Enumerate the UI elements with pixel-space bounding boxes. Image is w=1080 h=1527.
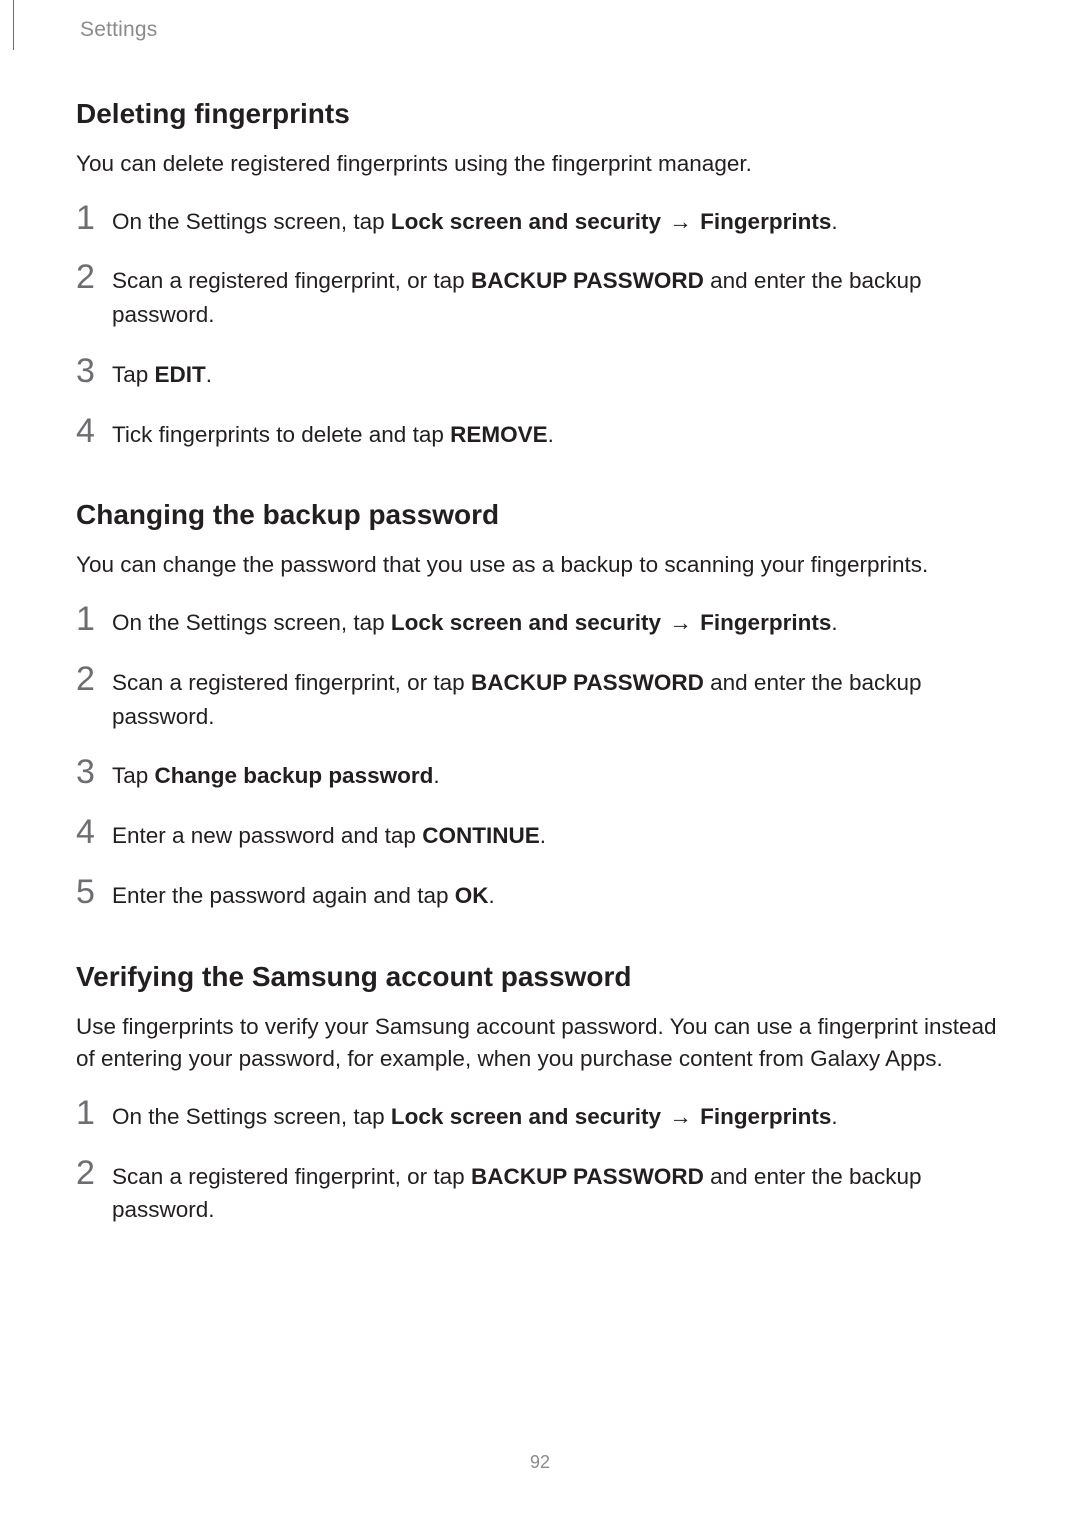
step-number: 2 [76, 260, 112, 294]
step-number: 3 [76, 354, 112, 388]
text: . [831, 209, 837, 234]
bold-text: BACKUP PASSWORD [471, 268, 704, 293]
step: 5Enter the password again and tap OK. [76, 875, 1004, 913]
step: 3Tap EDIT. [76, 354, 1004, 392]
text: . [936, 1046, 942, 1071]
text: . [831, 1104, 837, 1129]
step-number: 2 [76, 662, 112, 696]
text: . [831, 610, 837, 635]
text: Enter a new password and tap [112, 823, 422, 848]
header-tab-rule [0, 0, 14, 50]
bold-text: Lock screen and security [391, 1104, 661, 1129]
bold-text: Lock screen and security [391, 209, 661, 234]
step-number: 1 [76, 1096, 112, 1130]
text: . [206, 362, 212, 387]
step-number: 3 [76, 755, 112, 789]
steps-list: 1On the Settings screen, tap Lock screen… [76, 201, 1004, 452]
section-heading: Deleting fingerprints [76, 98, 1004, 130]
section-heading: Changing the backup password [76, 499, 1004, 531]
steps-list: 1On the Settings screen, tap Lock screen… [76, 1096, 1004, 1227]
step-text: Tap Change backup password. [112, 755, 440, 793]
page-number: 92 [0, 1452, 1080, 1473]
step: 2Scan a registered fingerprint, or tap B… [76, 1156, 1004, 1228]
arrow-icon: → [667, 606, 694, 640]
bold-text: EDIT [155, 362, 206, 387]
text: . [488, 883, 494, 908]
step: 4Tick fingerprints to delete and tap REM… [76, 414, 1004, 452]
step: 2Scan a registered fingerprint, or tap B… [76, 662, 1004, 734]
text: . [433, 763, 439, 788]
text: Scan a registered fingerprint, or tap [112, 268, 471, 293]
step-text: On the Settings screen, tap Lock screen … [112, 201, 838, 239]
bold-text: REMOVE [450, 422, 548, 447]
text: Enter the password again and tap [112, 883, 455, 908]
step-number: 4 [76, 815, 112, 849]
section: Deleting fingerprints You can delete regi… [76, 98, 1004, 451]
step-text: On the Settings screen, tap Lock screen … [112, 602, 838, 640]
section-intro: You can change the password that you use… [76, 549, 1004, 582]
text: Scan a registered fingerprint, or tap [112, 670, 471, 695]
section-intro: You can delete registered fingerprints u… [76, 148, 1004, 181]
arrow-icon: → [667, 205, 694, 239]
text: Tap [112, 763, 155, 788]
step-text: Enter the password again and tap OK. [112, 875, 495, 913]
bold-text: Fingerprints [700, 1104, 831, 1129]
step: 1On the Settings screen, tap Lock screen… [76, 602, 1004, 640]
step-text: Scan a registered fingerprint, or tap BA… [112, 260, 1004, 332]
bold-text: Change backup password [155, 763, 434, 788]
arrow-icon: → [667, 1100, 694, 1134]
step: 2Scan a registered fingerprint, or tap B… [76, 260, 1004, 332]
header: Settings [80, 0, 1004, 42]
bold-text: Fingerprints [700, 610, 831, 635]
step-text: Scan a registered fingerprint, or tap BA… [112, 662, 1004, 734]
section: Changing the backup password You can chan… [76, 499, 1004, 912]
steps-list: 1On the Settings screen, tap Lock screen… [76, 602, 1004, 913]
step-text: Scan a registered fingerprint, or tap BA… [112, 1156, 1004, 1228]
text: . [540, 823, 546, 848]
bold-text: BACKUP PASSWORD [471, 1164, 704, 1189]
step-number: 1 [76, 602, 112, 636]
step: 4Enter a new password and tap CONTINUE. [76, 815, 1004, 853]
step-text: Enter a new password and tap CONTINUE. [112, 815, 546, 853]
text: On the Settings screen, tap [112, 209, 391, 234]
step: 1On the Settings screen, tap Lock screen… [76, 201, 1004, 239]
bold-text: Galaxy Apps [810, 1046, 936, 1071]
breadcrumb: Settings [80, 18, 157, 41]
bold-text: OK [455, 883, 489, 908]
text: . [548, 422, 554, 447]
text: On the Settings screen, tap [112, 1104, 391, 1129]
step-number: 5 [76, 875, 112, 909]
step-number: 4 [76, 414, 112, 448]
step-text: Tap EDIT. [112, 354, 212, 392]
text: Tick fingerprints to delete and tap [112, 422, 450, 447]
bold-text: Fingerprints [700, 209, 831, 234]
step: 1On the Settings screen, tap Lock screen… [76, 1096, 1004, 1134]
bold-text: CONTINUE [422, 823, 540, 848]
text: Scan a registered fingerprint, or tap [112, 1164, 471, 1189]
page: Settings Deleting fingerprints You can de… [0, 0, 1080, 1527]
step-text: On the Settings screen, tap Lock screen … [112, 1096, 838, 1134]
section-heading: Verifying the Samsung account password [76, 961, 1004, 993]
section: Verifying the Samsung account password Us… [76, 961, 1004, 1228]
step-text: Tick fingerprints to delete and tap REMO… [112, 414, 554, 452]
bold-text: Lock screen and security [391, 610, 661, 635]
step-number: 2 [76, 1156, 112, 1190]
text: Tap [112, 362, 155, 387]
step: 3Tap Change backup password. [76, 755, 1004, 793]
section-intro: Use fingerprints to verify your Samsung … [76, 1011, 1004, 1076]
text: On the Settings screen, tap [112, 610, 391, 635]
bold-text: BACKUP PASSWORD [471, 670, 704, 695]
step-number: 1 [76, 201, 112, 235]
